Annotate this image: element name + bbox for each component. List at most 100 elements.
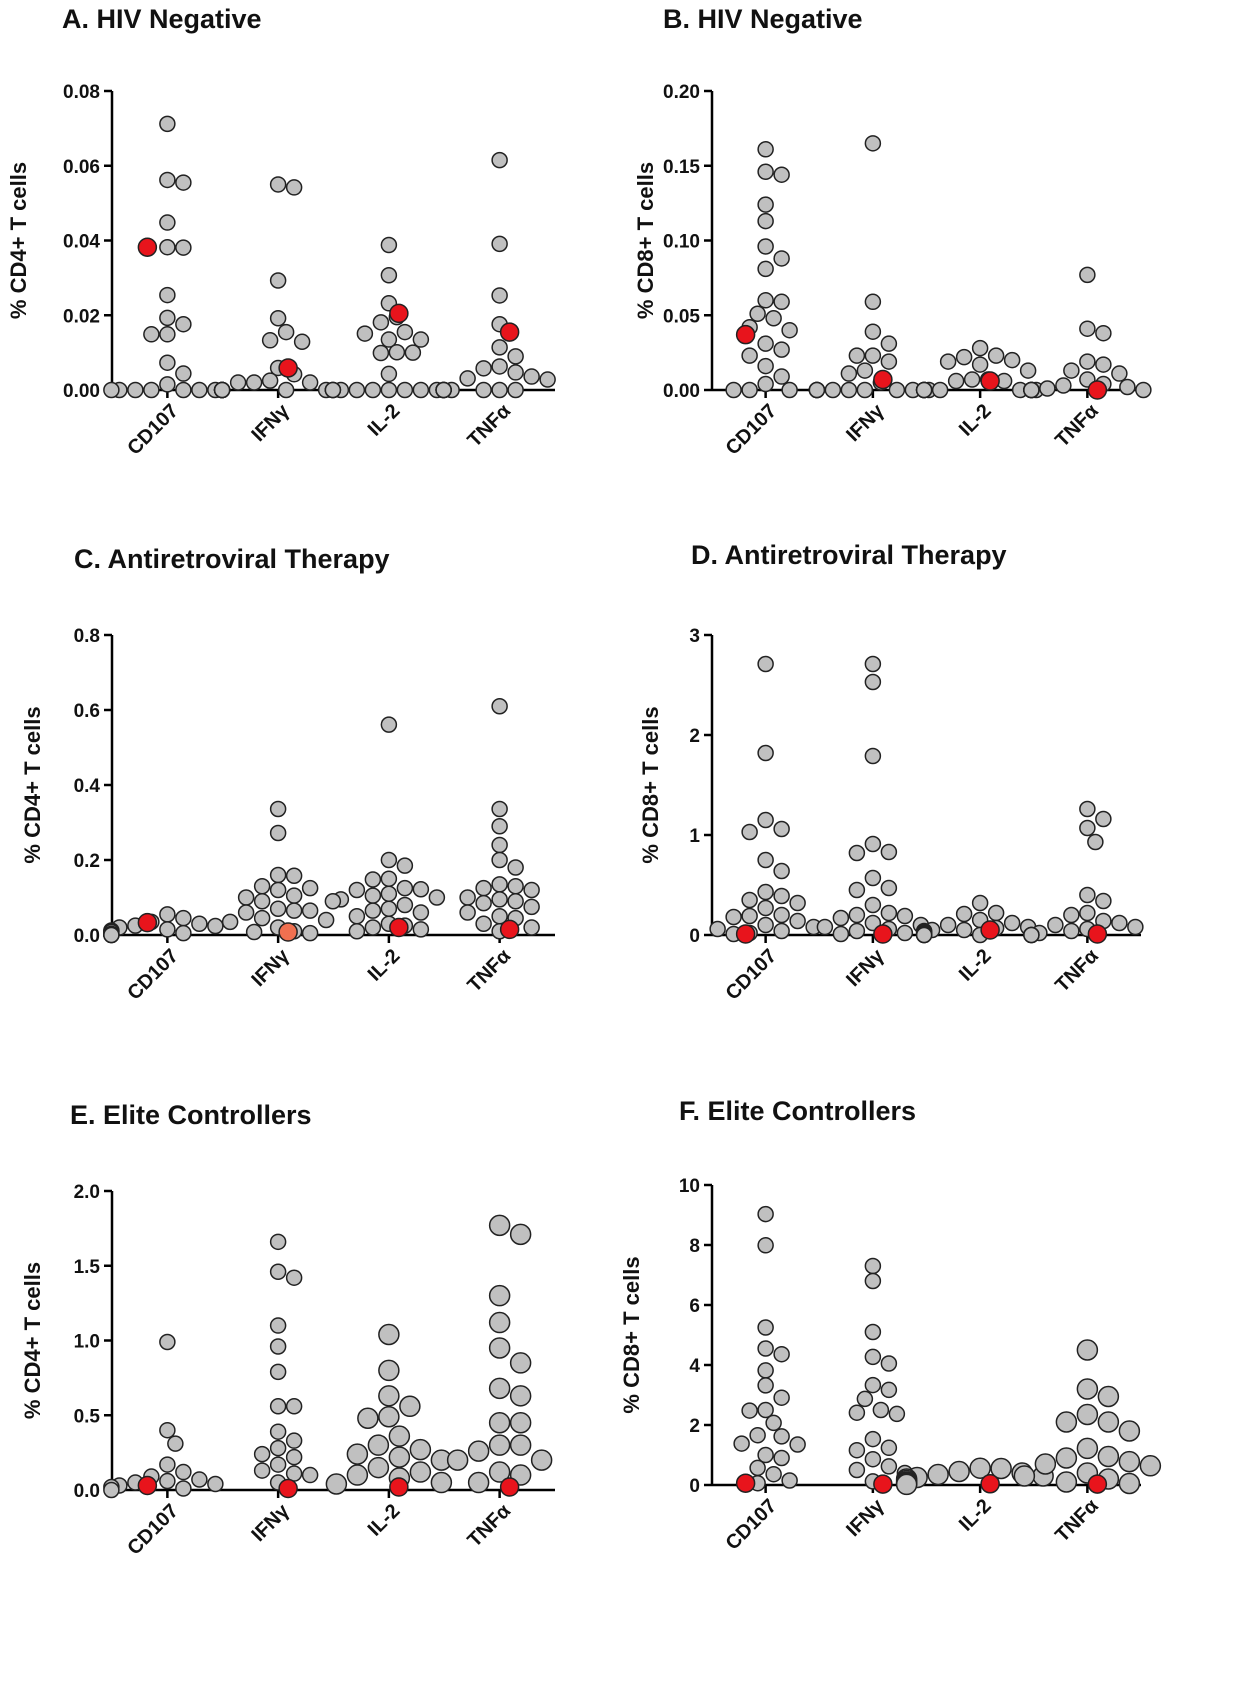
data-point xyxy=(757,196,774,213)
data-point xyxy=(269,309,287,327)
y-axis-label: % CD8+ T cells xyxy=(619,1256,644,1413)
data-point xyxy=(253,909,271,927)
data-point xyxy=(491,818,508,835)
data-point xyxy=(971,356,989,373)
data-point xyxy=(955,348,973,366)
data-point xyxy=(1095,324,1112,342)
data-point xyxy=(741,347,758,364)
data-point xyxy=(380,900,398,917)
panel-b: B. HIV Negative 0.00 0.05 0.10 0.15 0.20 % CD… xyxy=(621,0,1242,540)
data-point xyxy=(507,381,524,399)
data-point xyxy=(757,811,774,829)
panel-title: B. HIV Negative xyxy=(663,4,863,34)
y-tick-label: 10 xyxy=(679,1176,700,1197)
data-point xyxy=(757,1319,774,1336)
data-point xyxy=(261,372,279,389)
data-point xyxy=(269,1317,287,1334)
highlight-point xyxy=(499,322,520,342)
data-point xyxy=(269,881,287,899)
data-point xyxy=(285,1448,303,1466)
data-point xyxy=(159,309,176,327)
data-point xyxy=(757,744,774,762)
data-point xyxy=(1118,1472,1141,1495)
data-point xyxy=(167,1435,184,1452)
data-point xyxy=(269,900,287,917)
data-point xyxy=(725,908,742,926)
data-point xyxy=(741,823,758,841)
data-point xyxy=(523,881,540,899)
data-point xyxy=(459,370,476,387)
data-point xyxy=(773,368,790,385)
data-point xyxy=(488,1434,511,1456)
data-point xyxy=(749,1426,766,1444)
data-point xyxy=(880,879,898,897)
x-tick-label-tnf: TNFα xyxy=(463,399,515,451)
data-point xyxy=(277,323,295,341)
data-point xyxy=(175,909,192,927)
highlight-point xyxy=(499,919,520,940)
data-point xyxy=(773,820,790,838)
panel-title: A. HIV Negative xyxy=(62,4,262,34)
highlight-point xyxy=(137,912,158,933)
highlight-point xyxy=(980,371,1000,391)
data-point xyxy=(895,1473,918,1496)
data-point xyxy=(987,904,1005,922)
highlight-point xyxy=(278,1478,298,1499)
panel-title: C. Antiretroviral Therapy xyxy=(74,544,390,574)
data-point xyxy=(856,381,874,399)
data-point xyxy=(378,1405,400,1428)
x-tick-label-ifn: IFNγ xyxy=(842,944,889,991)
data-point xyxy=(488,1461,511,1483)
data-point xyxy=(191,381,208,399)
data-point xyxy=(509,1385,532,1407)
y-axis-label: % CD8+ T cells xyxy=(633,162,658,319)
data-point xyxy=(773,862,790,880)
data-point xyxy=(1034,1453,1057,1475)
data-point xyxy=(159,1472,176,1490)
data-point xyxy=(1055,1411,1078,1433)
data-point xyxy=(1097,1385,1120,1408)
x-tick-label-cd107: CD107 xyxy=(123,1500,183,1560)
data-point xyxy=(175,1480,192,1497)
x-tick-label-il2: IL-2 xyxy=(364,1500,405,1541)
data-point xyxy=(324,893,342,910)
y-axis-label: % CD8+ T cells xyxy=(638,706,663,863)
data-point xyxy=(1079,819,1096,837)
panel-f: F. Elite Controllers 0 2 4 6 8 10 % CD8+ T cel… xyxy=(619,1096,1242,1688)
data-point xyxy=(848,922,866,940)
data-point xyxy=(948,1460,970,1483)
data-point xyxy=(741,381,758,399)
y-tick-label: 0.04 xyxy=(63,232,100,253)
data-point xyxy=(409,1461,432,1483)
data-point xyxy=(301,924,319,942)
data-point xyxy=(1063,922,1080,940)
data-point xyxy=(103,926,120,944)
highlight-point xyxy=(980,920,1000,940)
data-point xyxy=(378,1385,400,1407)
data-point xyxy=(757,375,774,393)
data-point xyxy=(491,339,508,356)
data-point xyxy=(491,381,508,399)
data-point xyxy=(709,920,726,938)
data-point xyxy=(947,372,965,390)
x-tick-label-cd107: CD107 xyxy=(722,945,782,1005)
highlight-point xyxy=(735,1473,756,1493)
data-point xyxy=(864,869,882,887)
data-point xyxy=(488,1311,511,1334)
data-point xyxy=(864,323,882,340)
data-point xyxy=(364,887,382,904)
data-point xyxy=(269,272,287,289)
data-point xyxy=(404,344,422,361)
data-point xyxy=(380,870,398,887)
data-point xyxy=(103,1481,120,1499)
data-point xyxy=(864,1450,882,1468)
data-point xyxy=(159,1421,176,1439)
data-point xyxy=(773,250,790,267)
scatter-plot-e: 0.0 0.5 1.0 1.5 2.0 % CD4+ T cells CD107 IFNγ IL… xyxy=(20,1182,555,1560)
data-point xyxy=(285,867,303,884)
data-point xyxy=(348,881,366,899)
data-point xyxy=(1023,926,1040,944)
data-point xyxy=(269,800,287,818)
x-tick-label-ifn: IFNγ xyxy=(247,944,294,991)
data-point xyxy=(963,371,981,388)
